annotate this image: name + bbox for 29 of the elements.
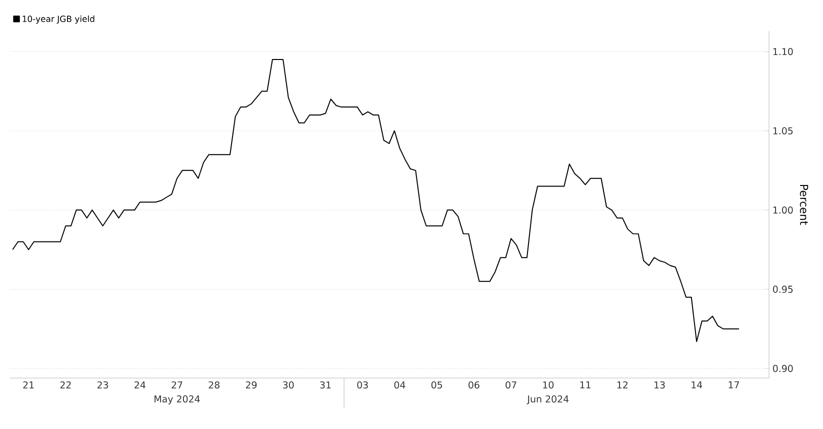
x-tick-label: 24 — [134, 381, 146, 388]
x-tick-label: 21 — [23, 381, 34, 388]
x-tick-label: 29 — [246, 381, 257, 389]
x-tick-label: 17 — [728, 381, 739, 388]
x-tick-label: 22 — [60, 381, 71, 388]
x-tick-label: 05 — [431, 381, 442, 389]
x-tick-label: 10 — [543, 381, 554, 389]
legend-label: 10-year JGB yield — [22, 15, 94, 24]
x-tick-label: 06 — [468, 381, 480, 389]
x-tick-label: 14 — [692, 381, 702, 388]
x-tick-label: 31 — [320, 381, 331, 389]
text: May 2024 — [154, 395, 200, 404]
x-tick-label: 04 — [394, 381, 406, 389]
text: Jun 2024 — [526, 395, 569, 404]
x-tick-label: 28 — [208, 381, 220, 389]
x-tick-label: 23 — [97, 381, 108, 389]
x-tick-label: 27 — [172, 381, 182, 388]
y-tick-label: 1.05 — [773, 127, 793, 134]
y-tick-label: 1.10 — [773, 48, 793, 56]
x-tick-label: 30 — [283, 381, 294, 389]
x-tick-label: 11 — [580, 381, 590, 388]
y-axis-title: Percent — [800, 184, 808, 225]
x-tick-label: 07 — [506, 381, 516, 389]
y-tick-label: 1.00 — [773, 206, 793, 214]
y-tick-label: 0.90 — [772, 364, 793, 372]
x-tick-label: 12 — [617, 381, 628, 388]
y-tick-label: 0.95 — [772, 286, 793, 293]
x-tick-label: 13 — [654, 381, 665, 389]
x-tick-label: 03 — [357, 381, 368, 389]
